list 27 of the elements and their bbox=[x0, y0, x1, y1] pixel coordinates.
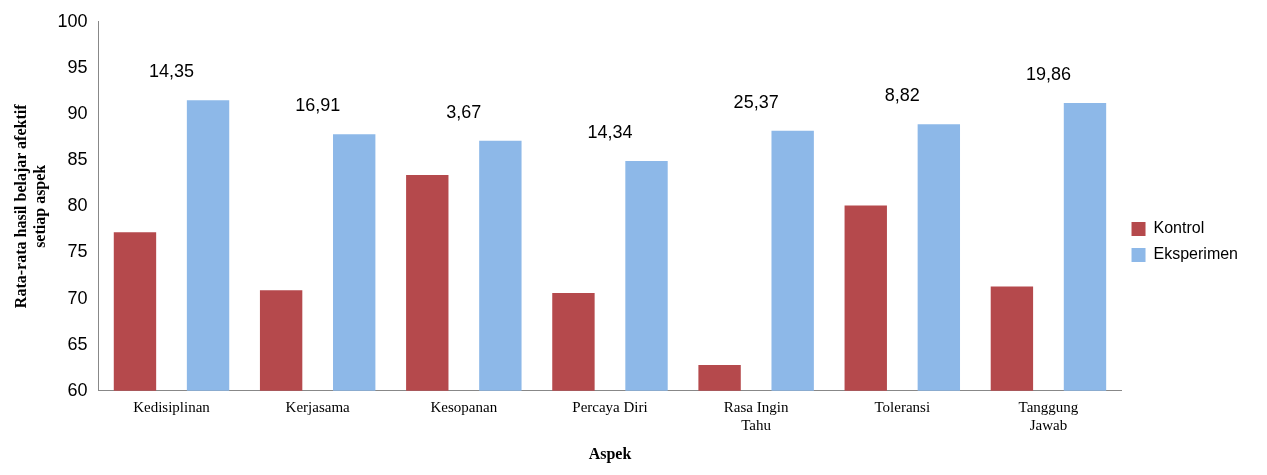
annotation: 16,91 bbox=[295, 95, 341, 116]
legend-label: Kontrol bbox=[1153, 219, 1205, 237]
annotation: 19,86 bbox=[1025, 63, 1071, 84]
x-tick-label: Kerjasama bbox=[285, 398, 351, 415]
y-tick-label: 95 bbox=[67, 56, 88, 77]
annotation: 25,37 bbox=[733, 91, 779, 112]
x-tick-label: Kedisiplinan bbox=[133, 398, 211, 415]
annotation: 14,34 bbox=[587, 122, 633, 143]
y-tick-label: 75 bbox=[67, 241, 88, 262]
x-tick-label: Tanggung Jawab bbox=[1018, 398, 1079, 433]
x-tick-label: Toleransi bbox=[874, 398, 931, 415]
x-tick-label: Rasa Ingin Tahu bbox=[723, 398, 789, 433]
annotation: 3,67 bbox=[446, 101, 482, 122]
x-axis-title: Aspek bbox=[588, 444, 632, 463]
x-tick-label: Percaya Diri bbox=[572, 398, 648, 415]
x-tick-label: Kesopanan bbox=[430, 398, 498, 415]
legend-label: Eksperimen bbox=[1153, 245, 1239, 263]
y-tick-label: 90 bbox=[67, 103, 88, 124]
y-tick-label: 80 bbox=[67, 195, 88, 216]
y-tick-label: 65 bbox=[67, 333, 88, 354]
y-tick-label: 60 bbox=[67, 379, 88, 400]
y-tick-label: 70 bbox=[67, 287, 88, 308]
y-tick-label: 85 bbox=[67, 149, 88, 170]
annotation: 8,82 bbox=[884, 85, 920, 106]
y-tick-label: 100 bbox=[57, 10, 88, 31]
annotation: 14,35 bbox=[148, 61, 195, 82]
y-axis-title: Rata-rata hasil belajar afektif setiap aspek bbox=[11, 103, 49, 309]
